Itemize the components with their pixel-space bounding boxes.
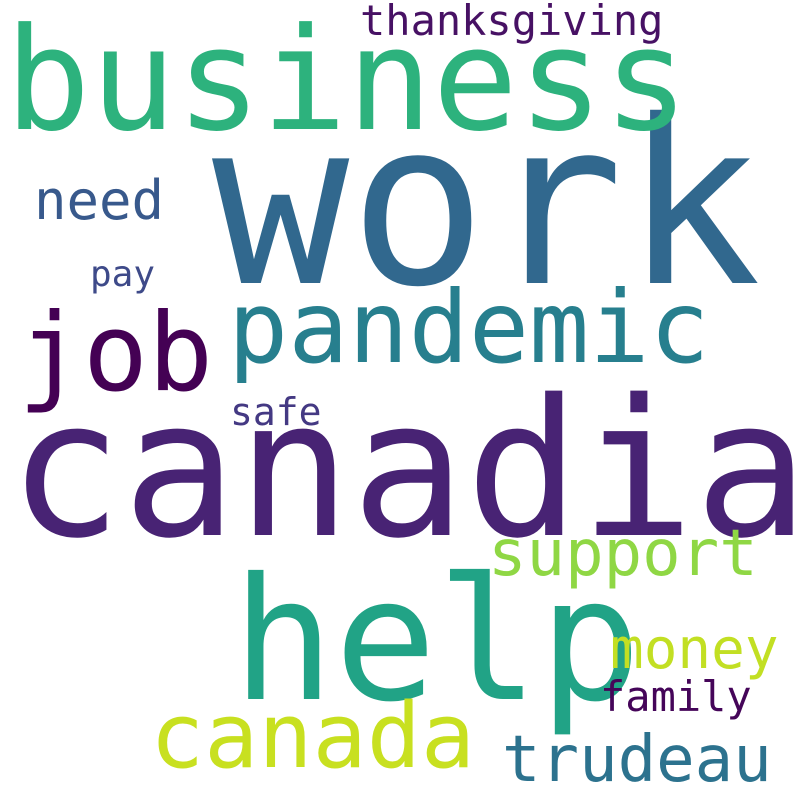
word-business: business [5, 0, 689, 163]
word-work: work [212, 71, 762, 337]
word-thanksgiving: thanksgiving [360, 0, 664, 45]
word-canada: canada [150, 684, 476, 789]
word-need: need [34, 169, 165, 232]
word-help: help [232, 542, 642, 740]
word-canadian: canadian [8, 359, 800, 580]
word-pay: pay [90, 254, 156, 295]
word-trudeau: trudeau [502, 723, 772, 797]
word-family: family [600, 672, 752, 721]
word-money: money [610, 617, 779, 682]
word-pandemic: pandemic [228, 269, 710, 386]
word-safe: safe [230, 390, 322, 434]
word-support: support [488, 517, 758, 591]
word-job: job [18, 291, 214, 416]
